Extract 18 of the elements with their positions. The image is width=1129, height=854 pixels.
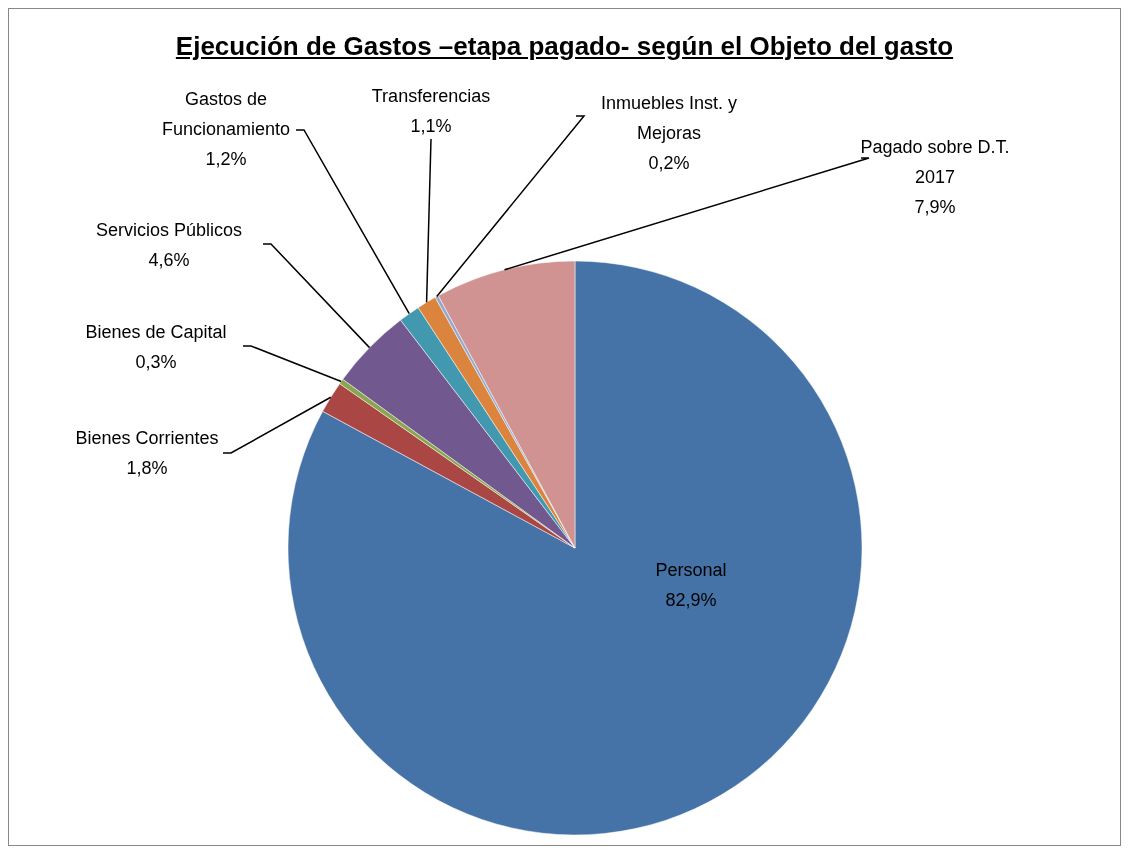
data-label: 0,2% bbox=[648, 153, 690, 173]
slice-label: Gastos de Funcionamiento bbox=[161, 89, 291, 139]
slice-label: Servicios Públicos bbox=[95, 220, 243, 240]
chart-title: Ejecución de Gastos –etapa pagado- según el Objeto del gasto bbox=[174, 31, 955, 62]
data-label: 0,3% bbox=[135, 352, 177, 372]
data-label: 1,1% bbox=[410, 116, 452, 136]
data-label: 1,2% bbox=[205, 149, 247, 169]
data-label: 4,6% bbox=[148, 250, 190, 270]
slice-label: Bienes de Capital bbox=[85, 322, 227, 342]
slice-label: Transferencias bbox=[371, 86, 491, 106]
slice-label: Pagado sobre D.T. 2017 bbox=[860, 137, 1010, 187]
pie-slice bbox=[287, 260, 862, 836]
data-label: 82,9% bbox=[665, 590, 717, 610]
data-label: 7,9% bbox=[914, 197, 956, 217]
slice-label: Personal bbox=[655, 560, 727, 580]
slice-label: Bienes Corrientes bbox=[75, 428, 219, 448]
data-label: 1,8% bbox=[126, 458, 168, 478]
slice-label: Inmuebles Inst. y Mejoras bbox=[600, 93, 738, 143]
